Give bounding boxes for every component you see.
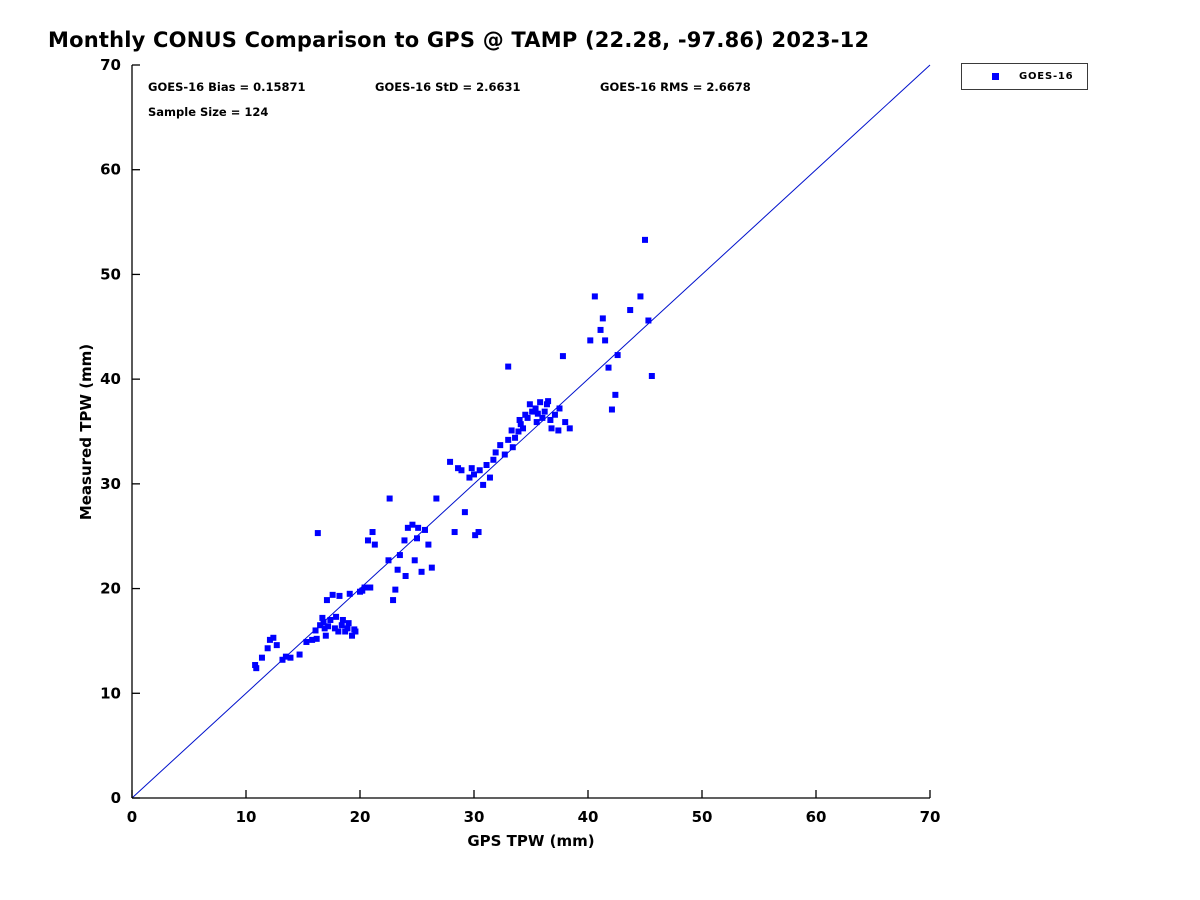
- svg-text:60: 60: [806, 808, 827, 826]
- svg-text:50: 50: [692, 808, 713, 826]
- svg-text:20: 20: [100, 580, 121, 598]
- svg-text:40: 40: [578, 808, 599, 826]
- svg-text:60: 60: [100, 161, 121, 179]
- svg-text:70: 70: [100, 56, 121, 74]
- svg-text:20: 20: [350, 808, 371, 826]
- chart-title: Monthly CONUS Comparison to GPS @ TAMP (…: [48, 28, 870, 52]
- stat-bias: GOES-16 Bias = 0.15871: [148, 80, 306, 94]
- svg-text:30: 30: [100, 475, 121, 493]
- svg-text:50: 50: [100, 265, 121, 283]
- svg-text:40: 40: [100, 370, 121, 388]
- legend-square-marker-icon: [992, 73, 999, 80]
- svg-text:70: 70: [920, 808, 941, 826]
- svg-text:10: 10: [100, 684, 121, 702]
- stat-std: GOES-16 StD = 2.6631: [375, 80, 521, 94]
- stat-rms: GOES-16 RMS = 2.6678: [600, 80, 751, 94]
- legend-label: GOES-16: [1019, 71, 1074, 82]
- svg-text:0: 0: [127, 808, 137, 826]
- legend: GOES-16: [961, 63, 1088, 90]
- svg-text:30: 30: [464, 808, 485, 826]
- x-axis-label: GPS TPW (mm): [467, 832, 595, 850]
- svg-text:10: 10: [236, 808, 257, 826]
- y-axis-label: Measured TPW (mm): [77, 343, 95, 521]
- svg-text:0: 0: [111, 789, 121, 807]
- stat-sample-size: Sample Size = 124: [148, 105, 269, 119]
